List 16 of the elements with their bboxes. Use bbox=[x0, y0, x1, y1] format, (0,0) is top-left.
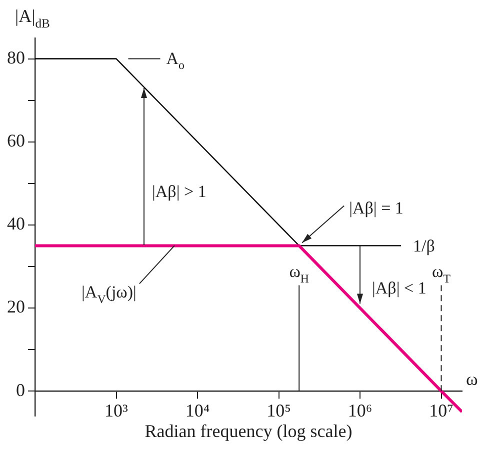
annotation: |Aβ| < 1 bbox=[372, 278, 426, 298]
y-tick-label: 20 bbox=[7, 296, 25, 317]
y-tick-label: 0 bbox=[16, 380, 25, 400]
y-tick-label: 60 bbox=[7, 130, 25, 151]
x-tick-label: 10⁶ bbox=[348, 400, 372, 421]
annotation: 1/β bbox=[413, 236, 435, 256]
y-tick-label: 80 bbox=[7, 48, 25, 68]
text: ω bbox=[466, 369, 478, 390]
y-tick-label: 40 bbox=[7, 214, 25, 234]
annotation: |Aβ| = 1 bbox=[349, 198, 404, 218]
x-tick-label: 10⁵ bbox=[266, 400, 291, 421]
annotation: |Aβ| > 1 bbox=[152, 182, 206, 201]
x-axis-title: Radian frequency (log scale) bbox=[144, 421, 352, 442]
x-tick-label: 10⁴ bbox=[185, 400, 210, 421]
x-tick-label: 10³ bbox=[104, 400, 129, 421]
x-tick-label: 10⁷ bbox=[429, 400, 454, 421]
